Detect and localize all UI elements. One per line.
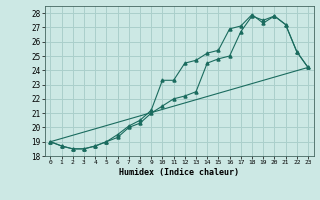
X-axis label: Humidex (Indice chaleur): Humidex (Indice chaleur) — [119, 168, 239, 177]
